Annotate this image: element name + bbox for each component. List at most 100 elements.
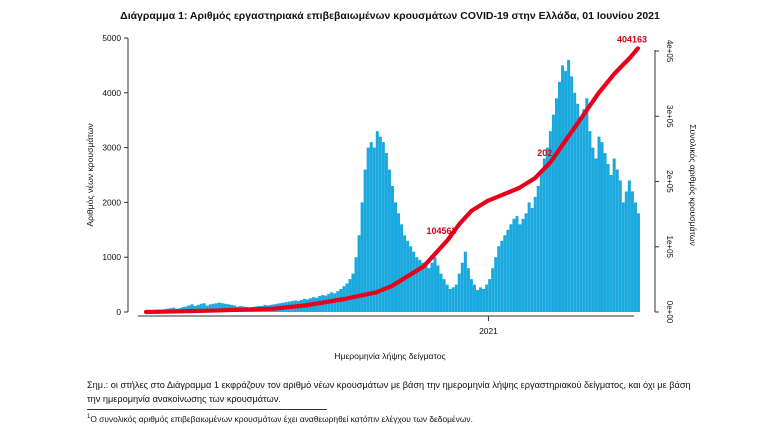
bar: [412, 251, 416, 312]
bar: [624, 191, 628, 312]
bar: [354, 257, 358, 312]
bar: [591, 147, 595, 312]
bar: [454, 284, 458, 312]
x-tick-label: 2021: [479, 326, 498, 336]
bar: [476, 290, 480, 312]
bar: [384, 153, 388, 312]
bar: [606, 164, 610, 312]
bar: [503, 235, 507, 312]
bar: [375, 131, 379, 312]
bar: [594, 158, 598, 312]
bar: [545, 147, 549, 312]
bar: [421, 262, 425, 312]
bar: [630, 191, 634, 312]
bar: [469, 279, 473, 312]
bar: [536, 185, 540, 312]
y2-tick-label: 2e+05: [665, 170, 674, 193]
bar: [570, 76, 574, 312]
bar: [400, 224, 404, 312]
bar: [472, 284, 476, 312]
bar: [561, 65, 565, 313]
y2-tick-label: 3e+05: [665, 105, 674, 128]
bar: [196, 304, 200, 312]
bar: [187, 305, 191, 312]
y-tick-label: 3000: [102, 143, 121, 153]
bar: [223, 303, 227, 312]
footnote: 1Ο συνολικός αριθμός επιβεβαιωμένων κρου…: [87, 414, 473, 424]
bar: [527, 202, 531, 312]
bar: [366, 147, 370, 312]
bar: [573, 92, 577, 312]
bar: [387, 169, 391, 312]
bar: [600, 142, 604, 312]
bar: [524, 213, 528, 312]
footnote-text: Ο συνολικός αριθμός επιβεβαιωμένων κρουσ…: [90, 414, 473, 424]
line-annotation: 104563: [427, 226, 457, 236]
y2-tick-label: 0e+00: [665, 301, 674, 324]
bar: [558, 81, 562, 312]
bar: [351, 273, 355, 312]
bar: [612, 158, 616, 312]
bar: [430, 262, 434, 312]
bar: [451, 287, 455, 312]
y-tick-label: 0: [116, 307, 121, 317]
bar: [509, 224, 513, 312]
bar: [369, 142, 373, 312]
bar: [360, 202, 364, 312]
bar: [497, 246, 501, 312]
bar: [579, 120, 583, 312]
bar: [409, 246, 413, 312]
bar: [633, 202, 637, 312]
bar: [539, 169, 543, 312]
bar: [424, 265, 428, 312]
bar: [554, 98, 558, 312]
bar: [217, 302, 221, 312]
y-tick-label: 4000: [102, 88, 121, 98]
footnote-mark: 1: [87, 414, 91, 421]
bar: [403, 235, 407, 312]
bar: [485, 284, 489, 312]
bar: [567, 59, 571, 312]
bar: [494, 257, 498, 312]
bar: [530, 207, 534, 312]
y2-axis-label: Συνολικός αριθμός κρουσμάτων: [688, 124, 698, 246]
bar: [618, 180, 622, 312]
bar: [542, 158, 546, 312]
bar: [457, 273, 461, 312]
bar: [460, 262, 464, 312]
y2-tick-label: 1e+05: [665, 236, 674, 259]
bar: [482, 288, 486, 312]
bar: [372, 147, 376, 312]
bar: [202, 303, 206, 312]
bar: [479, 287, 483, 312]
bar: [551, 114, 555, 312]
bar: [390, 185, 394, 312]
bar: [363, 169, 367, 312]
y-axis-label: Αριθμός νέων κρουσμάτων: [85, 123, 95, 226]
bar: [466, 268, 470, 312]
chart-note: Σημ.: οι στήλες στο Διάγραμμα 1 εκφράζου…: [87, 380, 691, 404]
bar: [190, 304, 194, 312]
bar: [394, 202, 398, 312]
bar: [348, 279, 352, 312]
y-tick-label: 2000: [102, 197, 121, 207]
cumulative-line: [143, 46, 641, 315]
bar: [615, 169, 619, 312]
bar: [199, 303, 203, 312]
y-tick-label: 1000: [102, 252, 121, 262]
bar: [609, 175, 613, 312]
bar: [588, 131, 592, 312]
x-axis-label: Ημερομηνία λήψης δείγματος: [334, 351, 446, 361]
bar: [576, 103, 580, 312]
bar: [548, 131, 552, 312]
footnote-divider: [87, 409, 327, 410]
line-annotation: 404163: [617, 34, 647, 44]
bar: [491, 268, 495, 312]
bar: [436, 265, 440, 312]
bar: [627, 180, 631, 312]
bar: [357, 235, 361, 312]
bar: [621, 202, 625, 312]
bar: [518, 224, 522, 312]
y-tick-label: 5000: [102, 33, 121, 43]
bar: [214, 303, 218, 312]
